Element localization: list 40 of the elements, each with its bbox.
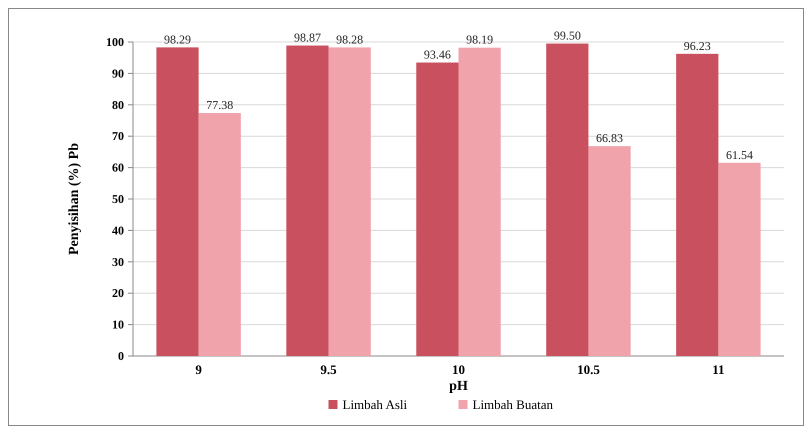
bar — [546, 44, 588, 356]
y-tick-label: 70 — [112, 129, 124, 144]
data-label: 96.23 — [684, 38, 711, 53]
x-tick-label: 11 — [712, 362, 725, 377]
bar — [458, 48, 501, 356]
x-tick-label: 9.5 — [320, 362, 338, 377]
y-tick-label: 40 — [112, 223, 124, 238]
data-label: 98.19 — [466, 32, 494, 47]
x-tick-label: 10.5 — [577, 362, 600, 377]
y-tick-label: 50 — [112, 192, 124, 206]
y-tick-label: 80 — [112, 98, 124, 112]
bar — [718, 162, 761, 356]
data-label: 99.50 — [554, 28, 581, 43]
y-tick-label: 0 — [118, 349, 124, 363]
bar — [156, 47, 199, 356]
data-label: 93.46 — [424, 48, 451, 62]
bar — [588, 146, 631, 356]
x-tick-label: 9 — [195, 362, 202, 377]
y-tick-label: 60 — [112, 160, 124, 175]
y-tick-label: 30 — [112, 254, 124, 269]
y-tick-label: 10 — [112, 318, 124, 332]
legend-label: Limbah Asli — [342, 397, 408, 412]
data-label: 98.87 — [294, 30, 321, 45]
data-label: 66.83 — [596, 131, 624, 146]
data-label: 77.38 — [206, 98, 234, 112]
y-tick-label: 100 — [106, 35, 124, 49]
bar — [328, 47, 371, 356]
bar — [416, 62, 458, 356]
bar — [198, 113, 241, 356]
bar — [286, 46, 329, 356]
data-label: 98.28 — [336, 32, 364, 46]
bar — [676, 54, 718, 356]
x-axis-title: pH — [449, 379, 468, 394]
y-axis-title: Penyisihan (%) Pb — [67, 142, 82, 256]
legend-label: Limbah Buatan — [472, 397, 554, 412]
y-tick-label: 90 — [112, 66, 124, 80]
data-label: 61.54 — [726, 148, 753, 162]
y-tick-label: 20 — [112, 286, 124, 300]
data-label: 98.29 — [164, 32, 192, 46]
x-tick-label: 10 — [452, 362, 465, 377]
